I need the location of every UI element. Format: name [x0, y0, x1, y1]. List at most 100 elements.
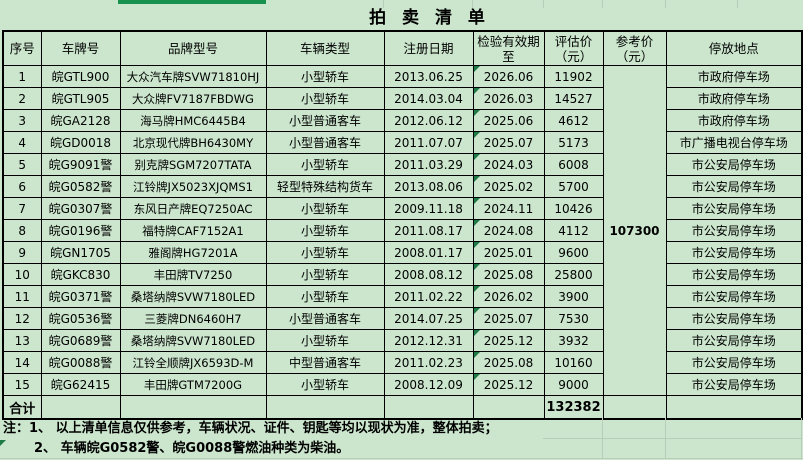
plate-cell: 皖GKC830: [40, 263, 121, 286]
location-cell: 市政府停车场: [665, 65, 803, 88]
type-cell: 小型普通客车: [265, 109, 385, 132]
plate-cell: 皖GA2128: [40, 109, 121, 132]
reference-price-total-cell: 107300: [602, 65, 667, 396]
inspection-cell: 2026.02: [472, 285, 545, 308]
serial-cell: 10: [2, 263, 42, 286]
total-row: 合计 132382: [2, 395, 803, 420]
plate-cell: 皖G0371警: [40, 285, 121, 308]
model-cell: 江铃全顺牌JX6593D-M: [119, 351, 267, 374]
location-cell: 市公安局停车场: [665, 373, 803, 396]
type-cell: 小型轿车: [265, 219, 385, 242]
table-row: 7 皖G0307警 东风日产牌EQ7250AC 小型轿车 2009.11.18 2024.…: [2, 197, 803, 220]
reg-date-cell: 2012.12.31: [383, 329, 474, 352]
inspection-cell: 2025.01: [472, 241, 545, 264]
plate-cell: 皖G0689警: [40, 329, 121, 352]
model-cell: 桑塔纳牌SVW7180LED: [119, 329, 267, 352]
location-cell: 市公安局停车场: [665, 285, 803, 308]
est-price-cell: 9600: [543, 241, 604, 264]
column-header-type: 车辆类型: [265, 30, 385, 66]
inspection-cell: 2026.03: [472, 87, 545, 110]
location-cell: 市公安局停车场: [665, 197, 803, 220]
inspection-cell: 2025.07: [472, 307, 545, 330]
model-cell: 江铃牌JX5023XJQMS1: [119, 175, 267, 198]
serial-cell: 15: [2, 373, 42, 396]
auction-table: 序号 车牌号 品牌型号 车辆类型 注册日期 检验有效期至 评估价（元） 参考价（…: [2, 30, 803, 420]
plate-cell: 皖GD0018: [40, 131, 121, 154]
table-row: 11 皖G0371警 桑塔纳牌SVW7180LED 小型轿车 2011.02.22 202…: [2, 285, 803, 308]
serial-cell: 1: [2, 65, 42, 88]
gridline: [383, 0, 384, 8]
est-price-cell: 10426: [543, 197, 604, 220]
header-row: 序号 车牌号 品牌型号 车辆类型 注册日期 检验有效期至 评估价（元） 参考价（…: [2, 30, 803, 66]
plate-cell: 皖G9091警: [40, 153, 121, 176]
error-flag-icon: [0, 440, 6, 446]
model-cell: 大众汽车牌SVW71810HJ: [119, 65, 267, 88]
table-row: 5 皖G9091警 别克牌SGM7207TATA 小型轿车 2011.03.29 2024…: [2, 153, 803, 176]
notes: 注：1、 以上清单信息仅供参考，车辆状况、证件、钥匙等均以现状为准，整体拍卖； …: [0, 419, 803, 459]
plate-cell: 皖G0307警: [40, 197, 121, 220]
total-label: 合计: [2, 395, 42, 420]
column-header-est-price: 评估价（元）: [543, 30, 604, 66]
reg-date-cell: 2014.03.04: [383, 87, 474, 110]
est-price-cell: 5173: [543, 131, 604, 154]
est-price-cell: 25800: [543, 263, 604, 286]
location-cell: 市公安局停车场: [665, 329, 803, 352]
location-cell: 市政府停车场: [665, 109, 803, 132]
plate-cell: 皖G0536警: [40, 307, 121, 330]
inspection-cell: 2025.08: [472, 351, 545, 374]
model-cell: 东风日产牌EQ7250AC: [119, 197, 267, 220]
total-est-price: 132382: [543, 395, 604, 420]
inspection-cell: 2026.06: [472, 65, 545, 88]
empty-cell: [472, 395, 545, 420]
serial-cell: 13: [2, 329, 42, 352]
plate-cell: 皖G0196警: [40, 219, 121, 242]
table-row: 13 皖G0689警 桑塔纳牌SVW7180LED 小型轿车 2012.12.31 202…: [2, 329, 803, 352]
empty-cell: [602, 395, 667, 420]
serial-cell: 6: [2, 175, 42, 198]
inspection-cell: 2024.03: [472, 153, 545, 176]
serial-cell: 12: [2, 307, 42, 330]
serial-cell: 2: [2, 87, 42, 110]
page-title: 拍 卖 清 单: [369, 8, 490, 28]
top-accent-bar: [118, 0, 266, 4]
gridline: [0, 458, 803, 459]
type-cell: 小型普通客车: [265, 307, 385, 330]
plate-cell: 皖GTL905: [40, 87, 121, 110]
reg-date-cell: 2009.11.18: [383, 197, 474, 220]
reg-date-cell: 2008.08.12: [383, 263, 474, 286]
location-cell: 市公安局停车场: [665, 351, 803, 374]
serial-cell: 14: [2, 351, 42, 374]
model-cell: 丰田牌TV7250: [119, 263, 267, 286]
type-cell: 小型轿车: [265, 87, 385, 110]
type-cell: 小型轿车: [265, 197, 385, 220]
note-line-1: 注：1、 以上清单信息仅供参考，车辆状况、证件、钥匙等均以现状为准，整体拍卖；: [3, 421, 498, 436]
inspection-cell: 2024.11: [472, 197, 545, 220]
est-price-cell: 6008: [543, 153, 604, 176]
reg-date-cell: 2011.02.22: [383, 285, 474, 308]
column-header-ref-price: 参考价（元）: [602, 30, 667, 66]
location-cell: 市公安局停车场: [665, 241, 803, 264]
model-cell: 雅阁牌HG7201A: [119, 241, 267, 264]
model-cell: 大众牌FV7187FBDWG: [119, 87, 267, 110]
table-body: 1 皖GTL900 大众汽车牌SVW71810HJ 小型轿车 2013.06.25 202…: [2, 65, 803, 396]
serial-cell: 3: [2, 109, 42, 132]
reg-date-cell: 2012.06.12: [383, 109, 474, 132]
table-row: 2 皖GTL905 大众牌FV7187FBDWG 小型轿车 2014.03.04 2026…: [2, 87, 803, 110]
location-cell: 市政府停车场: [665, 87, 803, 110]
table-row: 6 皖G0582警 江铃牌JX5023XJQMS1 轻型特殊结构货车 2013.08.0…: [2, 175, 803, 198]
column-header-location: 停放地点: [665, 30, 803, 66]
model-cell: 桑塔纳牌SVW7180LED: [119, 285, 267, 308]
type-cell: 小型轿车: [265, 285, 385, 308]
model-cell: 别克牌SGM7207TATA: [119, 153, 267, 176]
inspection-cell: 2025.07: [472, 131, 545, 154]
table-row: 3 皖GA2128 海马牌HMC6445B4 小型普通客车 2012.06.12 2025…: [2, 109, 803, 132]
inspection-cell: 2025.08: [472, 263, 545, 286]
serial-cell: 5: [2, 153, 42, 176]
location-cell: 市公安局停车场: [665, 175, 803, 198]
empty-cell: [40, 395, 121, 420]
table-row: 12 皖G0536警 三菱牌DN6460H7 小型普通客车 2014.07.25 2025…: [2, 307, 803, 330]
type-cell: 中型普通客车: [265, 351, 385, 374]
model-cell: 北京现代牌BH6430MY: [119, 131, 267, 154]
reg-date-cell: 2011.08.17: [383, 219, 474, 242]
reg-date-cell: 2011.07.07: [383, 131, 474, 154]
